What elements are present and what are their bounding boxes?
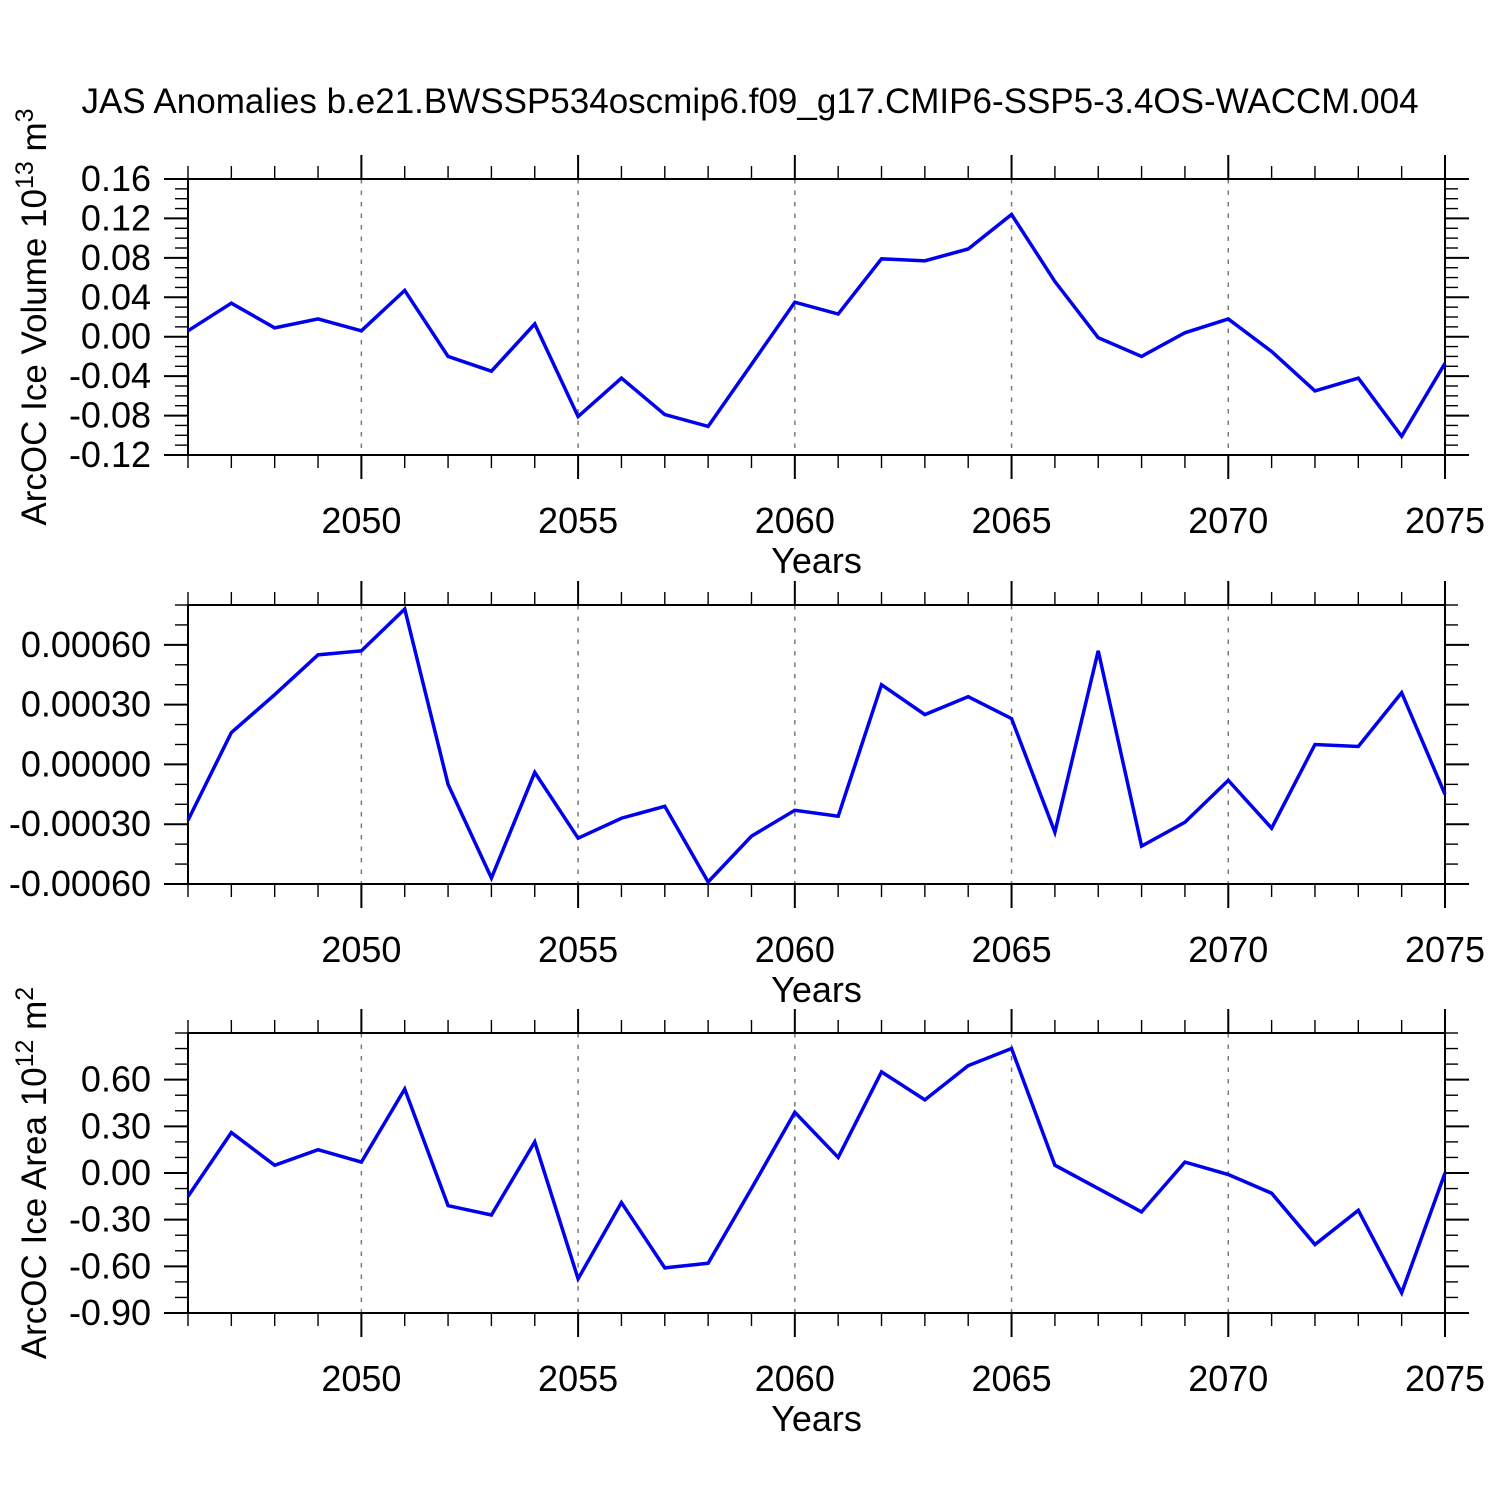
y-tick-label: -0.90 — [69, 1292, 151, 1333]
y-tick-label: 0.00 — [81, 1152, 151, 1193]
y-tick-label: 0.00030 — [21, 684, 151, 725]
y-tick-label: -0.30 — [69, 1199, 151, 1240]
panel-ice-area-anomaly: 0.60 0.30 0.00 -0.30 -0.60 -0.90 2050 2055 2060 2… — [11, 987, 1485, 1439]
panel-ice-volume-anomaly: 0.160.120.080.040.00-0.04-0.08-0.12 2050 2… — [11, 108, 1485, 581]
y-axis-title: ArcOC Ice Area 1012 m2 — [11, 987, 54, 1359]
y-tick-label: -0.08 — [69, 395, 151, 436]
plot-box — [187, 178, 1446, 456]
y-tick-label: -0.04 — [69, 355, 151, 396]
y-tick-label: -0.00030 — [9, 803, 151, 844]
x-tick-label: 2070 — [1188, 500, 1268, 541]
y-tick-label: 0.16 — [81, 158, 151, 199]
series-line-ice-area-anomaly — [186, 1046, 1447, 1298]
y-tick-label: 0.08 — [81, 237, 151, 278]
plot-box — [187, 1032, 1446, 1314]
x-tick-label: 2075 — [1405, 1358, 1485, 1399]
x-tick-label: 2075 — [1405, 500, 1485, 541]
x-tick-label: 2065 — [972, 500, 1052, 541]
x-tick-label: 2060 — [755, 500, 835, 541]
y-tick-label: -0.60 — [69, 1245, 151, 1286]
plot-box — [187, 604, 1446, 885]
x-axis-title: Years — [771, 540, 862, 581]
y-axis-title: ArcOC Ice Volume 1013 m3 — [11, 108, 54, 525]
y-tick-label: 0.60 — [81, 1059, 151, 1100]
y-tick-label: 0.30 — [81, 1105, 151, 1146]
x-axis-title: Years — [771, 969, 862, 1010]
x-tick-label: 2070 — [1188, 1358, 1268, 1399]
x-tick-label: 2055 — [538, 500, 618, 541]
x-tick-label: 2065 — [972, 929, 1052, 970]
series-line-ice-volume-anomaly — [187, 211, 1447, 440]
series-line-middle-anomaly — [186, 605, 1447, 885]
y-tick-label: 0.00 — [81, 316, 151, 357]
x-tick-label: 2055 — [538, 929, 618, 970]
y-tick-label: 0.00000 — [21, 743, 151, 784]
x-tick-label: 2060 — [755, 929, 835, 970]
x-tick-label: 2050 — [321, 1358, 401, 1399]
x-tick-label: 2070 — [1188, 929, 1268, 970]
x-tick-label: 2060 — [755, 1358, 835, 1399]
x-tick-label: 2075 — [1405, 929, 1485, 970]
x-tick-label: 2055 — [538, 1358, 618, 1399]
panel-middle-anomaly: 0.00060 0.00030 0.00000 -0.00030 -0.00060 205… — [9, 581, 1485, 1010]
y-tick-label: -0.12 — [69, 434, 151, 475]
chart-title: JAS Anomalies b.e21.BWSSP534oscmip6.f09_… — [81, 82, 1419, 121]
y-tick-label: 0.12 — [81, 197, 151, 238]
y-tick-label: 0.00060 — [21, 624, 151, 665]
x-tick-label: 2050 — [321, 500, 401, 541]
y-tick-label: 0.04 — [81, 276, 151, 317]
x-axis-title: Years — [771, 1398, 862, 1439]
x-tick-label: 2065 — [972, 1358, 1052, 1399]
y-tick-label: -0.00060 — [9, 863, 151, 904]
x-tick-label: 2050 — [321, 929, 401, 970]
